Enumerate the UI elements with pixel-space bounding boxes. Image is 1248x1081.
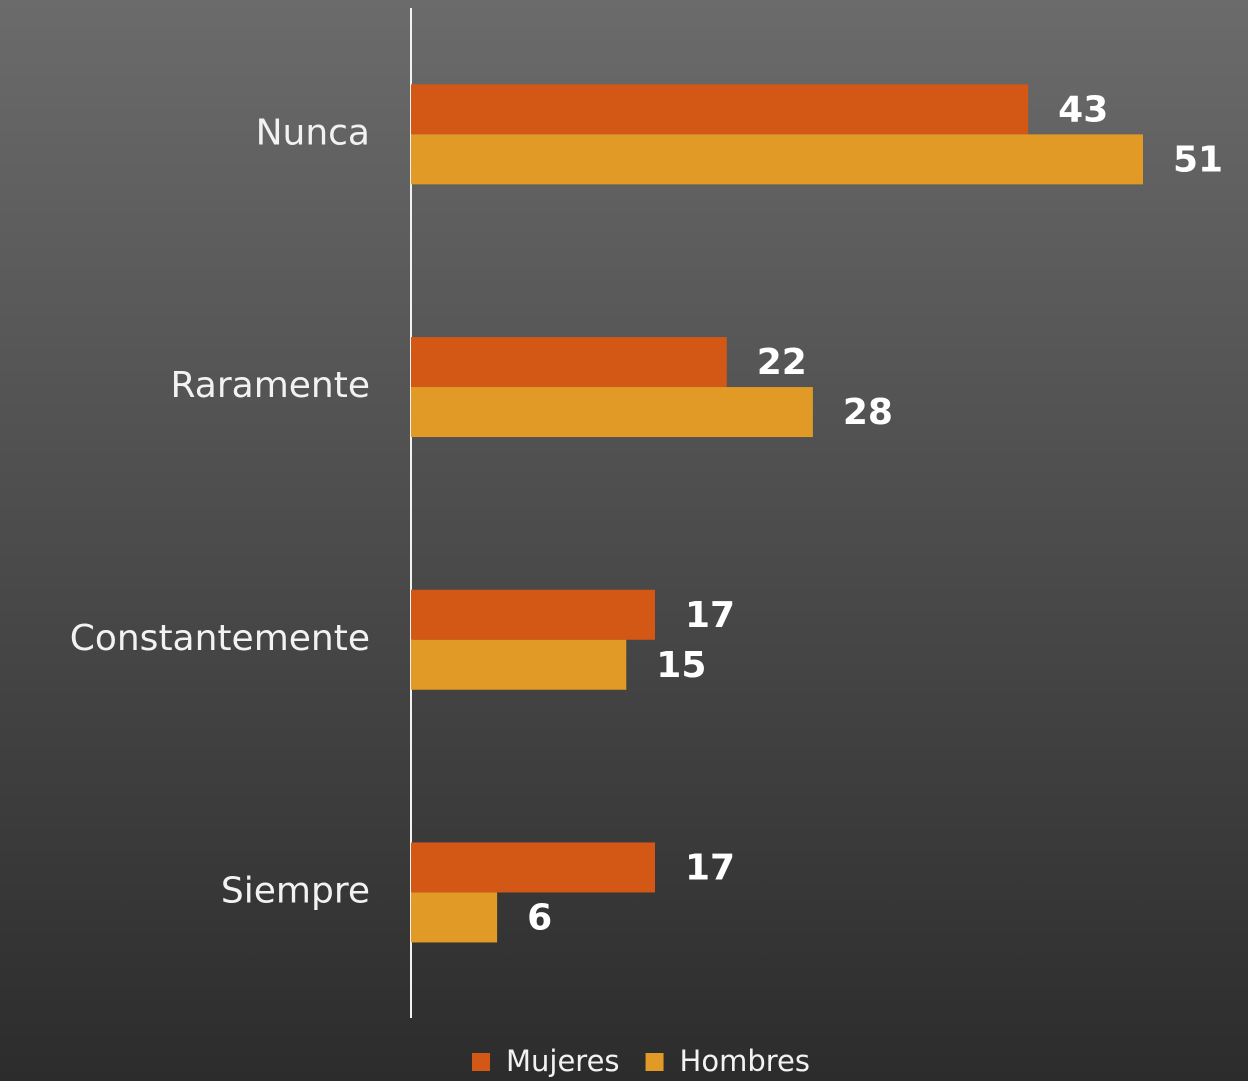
legend-label: Mujeres xyxy=(506,1044,620,1078)
bar xyxy=(411,387,813,438)
data-label: 51 xyxy=(1173,139,1223,180)
category-label: Constantemente xyxy=(70,618,370,659)
category-label: Raramente xyxy=(171,365,370,406)
data-label: 6 xyxy=(527,897,552,938)
data-label: 22 xyxy=(757,342,807,383)
bar xyxy=(411,337,727,388)
data-label: 28 xyxy=(843,392,893,433)
bar xyxy=(411,892,498,943)
bar xyxy=(411,134,1143,185)
data-label: 43 xyxy=(1058,89,1108,130)
bar xyxy=(411,84,1029,135)
category-label: Nunca xyxy=(256,112,370,153)
data-label: 15 xyxy=(656,645,706,686)
data-label: 17 xyxy=(685,595,735,636)
category-label: Siempre xyxy=(221,870,370,911)
data-label: 17 xyxy=(685,847,735,888)
legend-label: Hombres xyxy=(680,1044,810,1078)
bar xyxy=(411,639,627,690)
bar xyxy=(411,842,655,893)
legend-swatch xyxy=(472,1053,490,1071)
bar xyxy=(411,589,655,640)
legend-swatch xyxy=(645,1053,664,1071)
